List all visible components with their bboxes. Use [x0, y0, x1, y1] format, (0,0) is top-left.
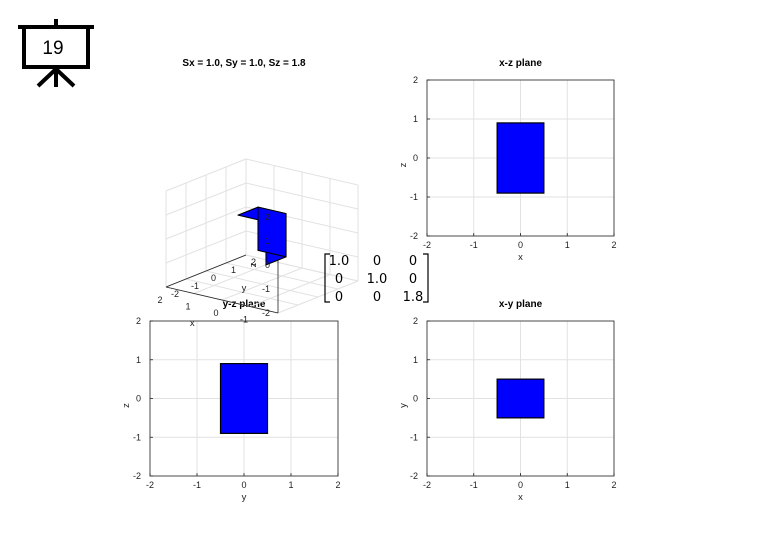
matrix-cell-highlighted: 1.8: [403, 290, 424, 305]
x-tick-label: 0: [241, 480, 246, 490]
z-tick-label: 2: [265, 212, 270, 222]
box-projection: [496, 378, 545, 419]
grid-line: [165, 182, 247, 216]
y-tick-label: 1: [413, 355, 418, 365]
x-tick-label: 2: [611, 480, 616, 490]
y-tick-label: -2: [410, 231, 418, 241]
grid-line: [245, 158, 359, 186]
x-tick-label: 0: [518, 480, 523, 490]
x-tick-label: 1: [288, 480, 293, 490]
plane-chart: -2 -1 0 1 2 -2 -1 0 1 2 y-z plane y z: [121, 299, 341, 503]
x-axis-label: x: [518, 492, 523, 503]
y-axis-label: y: [242, 283, 247, 294]
x-tick-label: 2: [611, 240, 616, 250]
z-tick-label: -2: [262, 308, 270, 318]
y-axis-label: y: [398, 403, 409, 408]
x-tick-label: 2: [335, 480, 340, 490]
x-tick-label: -1: [470, 240, 478, 250]
matrix-cell: 0: [335, 290, 343, 305]
box-projection: [496, 122, 545, 194]
grid-line: [245, 182, 359, 210]
x-axis-label: y: [242, 492, 247, 503]
slide-number: 19: [42, 38, 63, 59]
y-tick-label: -2: [171, 289, 179, 299]
box-3d-chart: -1 0 1 2 -2 -1 0 1 2 -2 -1 0 1 2 x y z Sx = 1.0, Sy = 1.0…: [157, 58, 359, 329]
matrix-cell: 0: [409, 272, 417, 287]
box-side-face: [257, 206, 287, 258]
z-axis-label: z: [248, 262, 259, 267]
scaling-matrix: 1.0 0 0 0 1.0 0 0 0 1.8: [324, 253, 429, 305]
plane-chart: -2 -1 0 1 2 -2 -1 0 1 2 x-y plane x y: [398, 299, 617, 503]
matrix-cell: 1.0: [367, 272, 388, 287]
z-tick-label: 0: [265, 260, 270, 270]
x-tick-label: -2: [423, 240, 431, 250]
z-tick-label: 1: [265, 236, 270, 246]
chart-title: x-z plane: [499, 58, 542, 69]
x-tick-label: 1: [565, 240, 570, 250]
y-tick-label: 0: [413, 153, 418, 163]
x-tick-label: -2: [146, 480, 154, 490]
y-tick-label: 2: [413, 75, 418, 85]
box-projection: [219, 363, 269, 434]
chart-title: x-y plane: [499, 299, 543, 310]
y-tick-label: 2: [413, 316, 418, 326]
matrix-cell: 0: [373, 290, 381, 305]
x-tick-label: 1: [185, 302, 190, 312]
x-tick-label: -1: [470, 480, 478, 490]
grid-line: [185, 278, 299, 306]
matrix-cell: 0: [373, 254, 381, 269]
plane-chart: -2 -1 0 1 2 -2 -1 0 1 2 x-z plane x z: [398, 58, 617, 263]
y-tick-label: 0: [136, 394, 141, 404]
y-tick-label: -2: [410, 471, 418, 481]
y-tick-label: 0: [211, 273, 216, 283]
grid-line: [165, 230, 247, 264]
x-tick-label: -2: [423, 480, 431, 490]
x-tick-label: 1: [565, 480, 570, 490]
y-tick-label: 2: [251, 257, 256, 267]
grid-line: [245, 254, 359, 282]
matrix-cell: 0: [409, 254, 417, 269]
grid-line: [165, 206, 247, 240]
x-tick-label: 0: [518, 240, 523, 250]
grid-line: [165, 158, 247, 192]
presentation-board-icon: [18, 19, 94, 88]
y-axis-line: [165, 254, 247, 288]
grid-line: [205, 270, 319, 298]
x-tick-label: -1: [240, 315, 248, 325]
y-tick-label: -1: [133, 432, 141, 442]
x-axis-label: x: [190, 318, 195, 329]
y-axis-label: z: [121, 403, 132, 408]
y-tick-label: 0: [413, 394, 418, 404]
y-tick-label: 1: [231, 265, 236, 275]
grid-line: [225, 262, 339, 290]
chart-title: Sx = 1.0, Sy = 1.0, Sz = 1.8: [182, 58, 306, 69]
y-tick-label: 1: [413, 114, 418, 124]
matrix-cell: 0: [335, 272, 343, 287]
y-tick-label: -1: [410, 192, 418, 202]
charts-layer: -2 -1 0 1 2 -2 -1 0 1 2 x-z plane x z -2 -1 0 1 2 -2 -1 0 1 2 y…: [121, 58, 617, 503]
y-tick-label: -1: [410, 432, 418, 442]
matrix-right-bracket: [423, 253, 429, 303]
y-axis-label: z: [398, 162, 409, 167]
x-axis-label: x: [518, 252, 523, 263]
matrix-cell: 1.0: [329, 254, 350, 269]
chart-title: y-z plane: [223, 299, 266, 310]
x-tick-label: 0: [213, 308, 218, 318]
x-tick-label: 2: [157, 295, 162, 305]
y-tick-label: 2: [136, 316, 141, 326]
x-tick-label: -1: [193, 480, 201, 490]
y-tick-label: 1: [136, 355, 141, 365]
y-tick-label: -1: [191, 281, 199, 291]
y-tick-label: -2: [133, 471, 141, 481]
z-tick-label: -1: [262, 284, 270, 294]
matrix-left-bracket: [324, 253, 330, 303]
x-axis-line: [165, 286, 279, 314]
